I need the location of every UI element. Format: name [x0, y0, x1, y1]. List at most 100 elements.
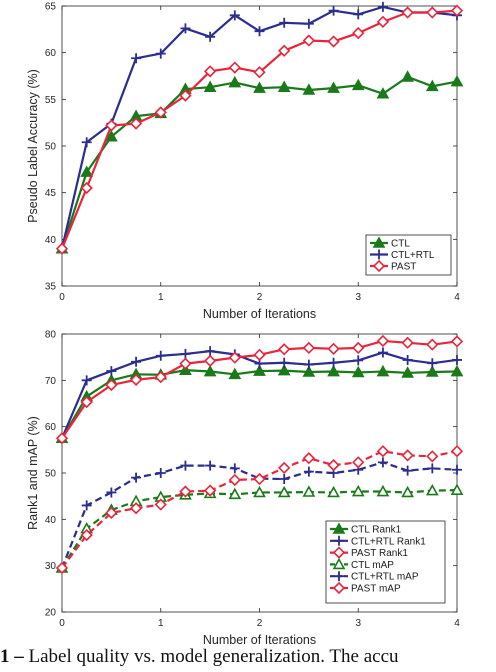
chart2-point-past-rank1 [352, 341, 365, 355]
chart2-point-past-rank1 [179, 357, 192, 370]
chart2-series-line-past-map [61, 450, 458, 569]
chart2-point-past-map [55, 561, 69, 575]
caption-figure-number: 1 – [0, 646, 29, 667]
chart1-point-ctl [203, 80, 217, 92]
chart2-point-ctl-plus-rtl-map [81, 500, 92, 511]
chart2-xtick-label: 0 [59, 618, 65, 629]
chart2-point-ctl-plus-rtl-map [106, 487, 117, 498]
chart1-point-ctl-plus-rtl [155, 48, 166, 59]
chart2-point-past-rank1 [401, 336, 414, 349]
chart2-point-past-rank1 [154, 370, 167, 384]
chart1-y-axis-label: Pseudo Label Accuracy (%) [26, 69, 40, 223]
chart2-point-past-map [129, 502, 143, 515]
chart2-point-past-map [179, 485, 192, 498]
chart1-ytick-label: 40 [45, 235, 57, 246]
chart2-series-line-ctl-rank1 [61, 369, 458, 439]
chart2-point-past-rank1 [278, 343, 291, 356]
chart2-legend-marker-ctl-plus-rtl-rank1 [334, 535, 344, 546]
chart2-legend-marker-ctl-plus-rtl-map [334, 571, 344, 582]
chart1-ytick-label: 45 [45, 188, 57, 199]
chart2-point-past-map [80, 528, 93, 542]
chart2-point-past-rank1 [203, 354, 217, 368]
chart1-point-past [278, 44, 291, 57]
chart2-point-ctl-plus-rtl-rank1 [303, 359, 314, 370]
chart2-point-past-map [278, 461, 291, 475]
chart2-point-ctl-rank1 [376, 364, 390, 377]
chart1-point-past [253, 66, 266, 79]
chart1-point-ctl [277, 80, 291, 92]
chart2-point-ctl-plus-rtl-map [452, 464, 462, 475]
chart2-xtick-label: 2 [257, 618, 263, 629]
chart2-legend-label-ctl-plus-rtl-map: CTL+RTL mAP [351, 572, 419, 583]
chart2-legend-label-ctl-rank1: CTL Rank1 [351, 525, 402, 536]
chart2-point-ctl-rank1 [253, 364, 266, 376]
chart2-ytick-label: 20 [45, 608, 57, 619]
chart1-point-past [80, 181, 93, 195]
chart2-ytick-label: 60 [45, 422, 57, 433]
chart2-ytick-label: 70 [45, 376, 57, 387]
chart2-point-past-map [228, 473, 241, 487]
chart2-point-past-rank1 [426, 338, 439, 351]
chart2-point-ctl-plus-rtl-rank1 [328, 357, 339, 368]
chart1-point-past [327, 35, 340, 48]
chart1-point-ctl-plus-rtl [254, 26, 265, 37]
chart1-point-ctl [228, 75, 242, 88]
chart2-point-ctl-rank1 [327, 364, 340, 377]
chart1-point-ctl [376, 87, 390, 99]
chart2-point-past-rank1 [253, 348, 266, 361]
chart1-xtick-label: 1 [158, 292, 164, 303]
chart2-point-ctl-plus-rtl-rank1 [81, 375, 92, 386]
chart2-point-ctl-plus-rtl-map [279, 474, 290, 485]
chart1-point-ctl [327, 81, 340, 93]
chart2-point-ctl-plus-rtl-map [229, 463, 240, 474]
chart1-legend-marker-ctl-plus-rtl [374, 249, 384, 260]
chart1-point-ctl [80, 165, 94, 177]
chart2-series-past-rank1 [55, 334, 464, 445]
chart2-point-ctl-plus-rtl-map [205, 460, 216, 471]
chart2-point-past-rank1 [302, 341, 316, 355]
chart2-xtick-label: 1 [158, 618, 164, 629]
chart2-y-axis-label: Rank1 and mAP (%) [26, 416, 40, 530]
chart2-legend-box [325, 520, 446, 604]
chart1-point-past [228, 61, 241, 74]
chart2-point-past-rank1 [327, 342, 340, 355]
chart2-ytick-label: 80 [45, 330, 57, 341]
chart1-legend-label-past: PAST [391, 262, 416, 273]
chart1-point-ctl [450, 74, 464, 87]
chart2-point-ctl-rank1 [277, 363, 291, 376]
chart2-legend-marker-ctl-rank1 [332, 522, 346, 534]
chart1-xtick-label: 4 [454, 292, 460, 303]
chart2-point-ctl-plus-rtl-rank1 [402, 354, 413, 365]
chart2-point-past-map [450, 445, 464, 458]
chart2-point-ctl-plus-rtl-map [402, 465, 413, 476]
chart2-point-past-map [376, 445, 390, 458]
chart2-point-past-rank1 [105, 378, 118, 392]
chart2-point-ctl-rank1 [203, 364, 217, 377]
chart1-series-line-ctl [60, 75, 458, 250]
chart2-legend-label-ctl-map: CTL mAP [351, 560, 394, 571]
chart1-point-ctl-plus-rtl [377, 1, 388, 12]
chart1-legend-label-ctl: CTL [391, 239, 410, 250]
chart2-legend-label-ctl-plus-rtl-rank1: CTL+RTL Rank1 [351, 536, 426, 547]
chart1-point-past [154, 106, 167, 119]
chart1-point-past [302, 34, 316, 47]
chart1-point-ctl-plus-rtl [81, 137, 92, 148]
chart2-point-ctl-map [228, 487, 242, 500]
chart2-point-past-rank1 [228, 351, 241, 364]
chart1-point-past [105, 119, 118, 132]
chart1-point-past [426, 6, 439, 19]
chart2-point-ctl-plus-rtl-rank1 [279, 357, 290, 368]
chart2-point-ctl-plus-rtl-map [155, 468, 166, 478]
chart2-legend-marker-ctl-map [332, 557, 346, 570]
chart2-point-ctl-rank1 [450, 364, 464, 377]
chart2-point-past-map [327, 458, 340, 472]
chart2-point-past-map [401, 449, 414, 462]
chart1-point-ctl [253, 81, 266, 93]
chart2-series-ctl-rank1 [55, 363, 464, 444]
chart2-point-ctl-plus-rtl-rank1 [106, 366, 117, 377]
chart2-legend-label-past-rank1: PAST Rank1 [351, 548, 408, 559]
chart1-legend-marker-ctl [372, 236, 386, 248]
